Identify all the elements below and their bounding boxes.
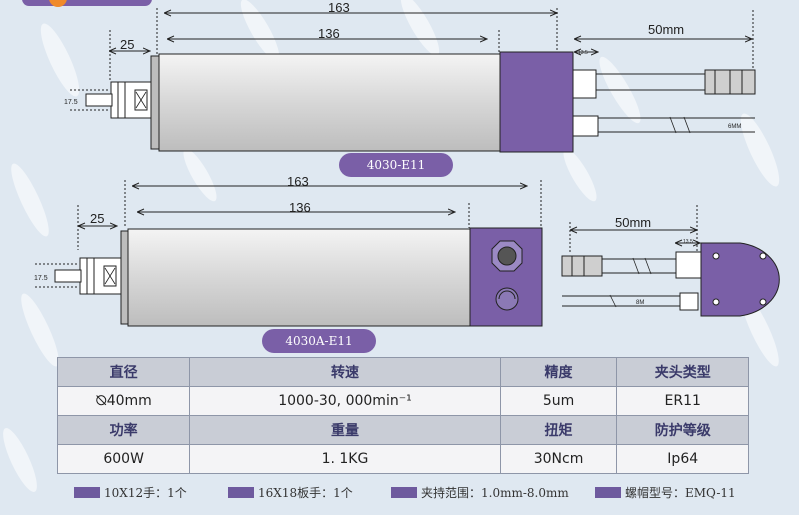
- legend-label: 16X18板手：1个: [258, 484, 353, 501]
- spec-header-speed: 转速: [190, 358, 500, 387]
- dim-total-label: 163: [328, 0, 350, 15]
- dim-small-label: 13.5: [578, 50, 588, 56]
- legend-label: 螺帽型号：EMQ-11: [625, 484, 736, 501]
- legend-item-wrench-16x18: 16X18板手：1个: [228, 484, 353, 501]
- spindle-body: [159, 54, 500, 151]
- dim-dia-label: 17.5: [64, 99, 78, 106]
- spec-value-precision: 5um: [500, 387, 617, 416]
- legend-item-clamping-range: 夹持范围：1.0mm-8.0mm: [391, 484, 569, 501]
- legend-swatch: [228, 487, 254, 498]
- dim-total-label-2: 163: [287, 174, 309, 189]
- spec-value-row-2: 600W 1. 1KG 30Ncm Ip64: [58, 445, 749, 474]
- legend-label: 夹持范围：1.0mm-8.0mm: [421, 484, 569, 501]
- accessory-legend: 10X12手：1个 16X18板手：1个 夹持范围：1.0mm-8.0mm 螺帽…: [70, 484, 770, 500]
- dim-body-label-2: 136: [289, 200, 311, 215]
- legend-item-nut-model: 螺帽型号：EMQ-11: [595, 484, 736, 501]
- spec-header-row-2: 功率 重量 扭矩 防护等级: [58, 416, 749, 445]
- spec-header-weight: 重量: [190, 416, 500, 445]
- dim-nose-label-2: 25: [90, 211, 104, 226]
- spec-value-row-1: ⦰40mm 1000-30, 000min⁻¹ 5um ER11: [58, 387, 749, 416]
- spec-value-protection: Ip64: [617, 445, 749, 474]
- spec-table: 直径 转速 精度 夹头类型 ⦰40mm 1000-30, 000min⁻¹ 5u…: [57, 357, 749, 474]
- header-decoration: [22, 0, 152, 7]
- spec-header-row-1: 直径 转速 精度 夹头类型: [58, 358, 749, 387]
- legend-swatch: [74, 487, 100, 498]
- legend-swatch: [595, 487, 621, 498]
- dim-small-label-2: 13.5: [683, 239, 693, 245]
- dim-cable-label: 50mm: [648, 22, 684, 37]
- spec-header-protection: 防护等级: [617, 416, 749, 445]
- dim-nose-label: 25: [120, 37, 134, 52]
- spec-header-collet-type: 夹头类型: [617, 358, 749, 387]
- cable-label: 6MM: [728, 124, 741, 130]
- spec-value-collet-type: ER11: [617, 387, 749, 416]
- motor-cap: [500, 52, 573, 152]
- cable-label-2: 8M: [636, 300, 644, 306]
- dim-cable-label-2: 50mm: [615, 215, 651, 230]
- legend-item-wrench-10x12: 10X12手：1个: [74, 484, 187, 501]
- dim-body-label: 136: [318, 26, 340, 41]
- spec-header-precision: 精度: [500, 358, 617, 387]
- spec-header-torque: 扭矩: [500, 416, 617, 445]
- model-tag-4030a-e11: 4030A-E11: [262, 329, 376, 353]
- spec-value-weight: 1. 1KG: [190, 445, 500, 474]
- legend-swatch: [391, 487, 417, 498]
- spec-value-speed: 1000-30, 000min⁻¹: [190, 387, 500, 416]
- diagram-4030a-e11: [35, 180, 779, 326]
- spec-header-diameter: 直径: [58, 358, 190, 387]
- spec-value-diameter: ⦰40mm: [58, 387, 190, 416]
- connector-housing: [701, 243, 779, 316]
- dim-dia-label-2: 17.5: [34, 275, 48, 282]
- spec-header-power: 功率: [58, 416, 190, 445]
- spec-value-power: 600W: [58, 445, 190, 474]
- spec-value-torque: 30Ncm: [500, 445, 617, 474]
- legend-label: 10X12手：1个: [104, 484, 187, 501]
- model-tag-4030-e11: 4030-E11: [339, 153, 453, 177]
